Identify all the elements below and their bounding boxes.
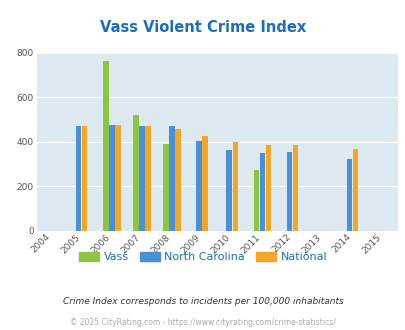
Bar xyxy=(163,144,168,231)
Bar xyxy=(115,125,120,231)
Bar xyxy=(265,145,271,231)
Bar xyxy=(352,148,358,231)
Bar xyxy=(103,61,108,231)
Bar xyxy=(82,126,87,231)
Bar xyxy=(145,126,150,231)
Text: Vass Violent Crime Index: Vass Violent Crime Index xyxy=(100,20,305,35)
Bar xyxy=(253,170,258,231)
Bar xyxy=(109,125,114,231)
Bar xyxy=(346,159,352,231)
Bar xyxy=(226,150,231,231)
Bar xyxy=(286,152,292,231)
Bar xyxy=(292,145,298,231)
Bar xyxy=(259,153,264,231)
Bar xyxy=(76,126,81,231)
Bar xyxy=(139,126,144,231)
Text: Crime Index corresponds to incidents per 100,000 inhabitants: Crime Index corresponds to incidents per… xyxy=(62,297,343,306)
Legend: Vass, North Carolina, National: Vass, North Carolina, National xyxy=(75,248,330,267)
Text: © 2025 CityRating.com - https://www.cityrating.com/crime-statistics/: © 2025 CityRating.com - https://www.city… xyxy=(70,318,335,327)
Bar xyxy=(133,115,139,231)
Bar xyxy=(202,136,207,231)
Bar xyxy=(196,141,201,231)
Bar xyxy=(169,126,175,231)
Bar xyxy=(175,129,180,231)
Bar xyxy=(232,142,237,231)
